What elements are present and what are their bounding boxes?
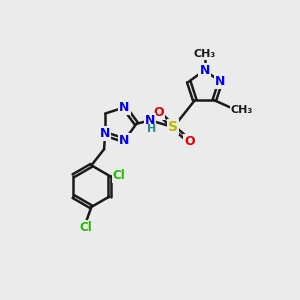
Text: N: N bbox=[100, 128, 110, 140]
Text: N: N bbox=[145, 114, 155, 127]
Text: O: O bbox=[184, 135, 195, 148]
Text: O: O bbox=[153, 106, 164, 119]
Text: Cl: Cl bbox=[79, 221, 92, 234]
Text: H: H bbox=[147, 124, 156, 134]
Text: CH₃: CH₃ bbox=[230, 105, 253, 115]
Text: N: N bbox=[200, 64, 210, 77]
Text: N: N bbox=[215, 75, 226, 88]
Text: N: N bbox=[119, 101, 130, 114]
Text: S: S bbox=[168, 120, 178, 134]
Text: Cl: Cl bbox=[113, 169, 125, 182]
Text: CH₃: CH₃ bbox=[194, 50, 216, 59]
Text: N: N bbox=[119, 134, 130, 147]
